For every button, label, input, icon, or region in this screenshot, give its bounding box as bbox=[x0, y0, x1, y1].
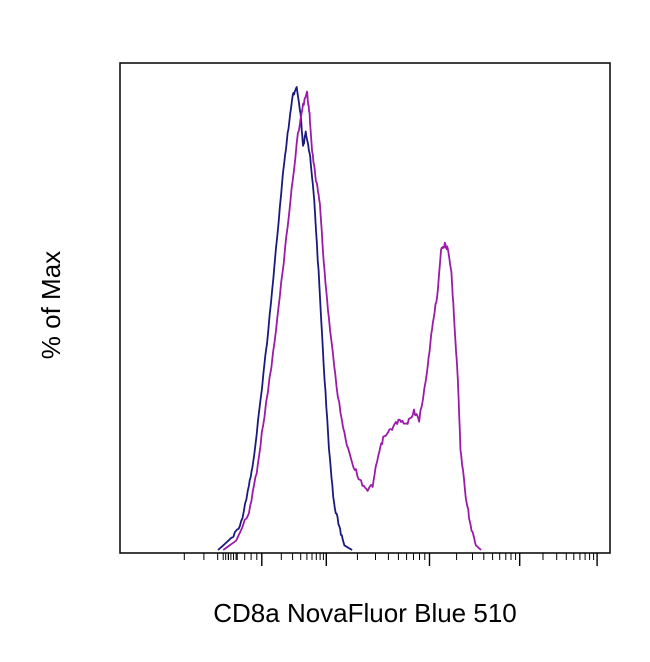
histogram-series-2 bbox=[222, 90, 482, 551]
histogram-series-1 bbox=[217, 86, 353, 551]
x-axis-ticks bbox=[183, 553, 598, 566]
series-layer bbox=[217, 86, 482, 551]
plot-frame bbox=[119, 62, 611, 554]
y-axis-label: % of Max bbox=[36, 251, 66, 359]
x-axis-label: CD8a NovaFluor Blue 510 bbox=[213, 598, 517, 628]
